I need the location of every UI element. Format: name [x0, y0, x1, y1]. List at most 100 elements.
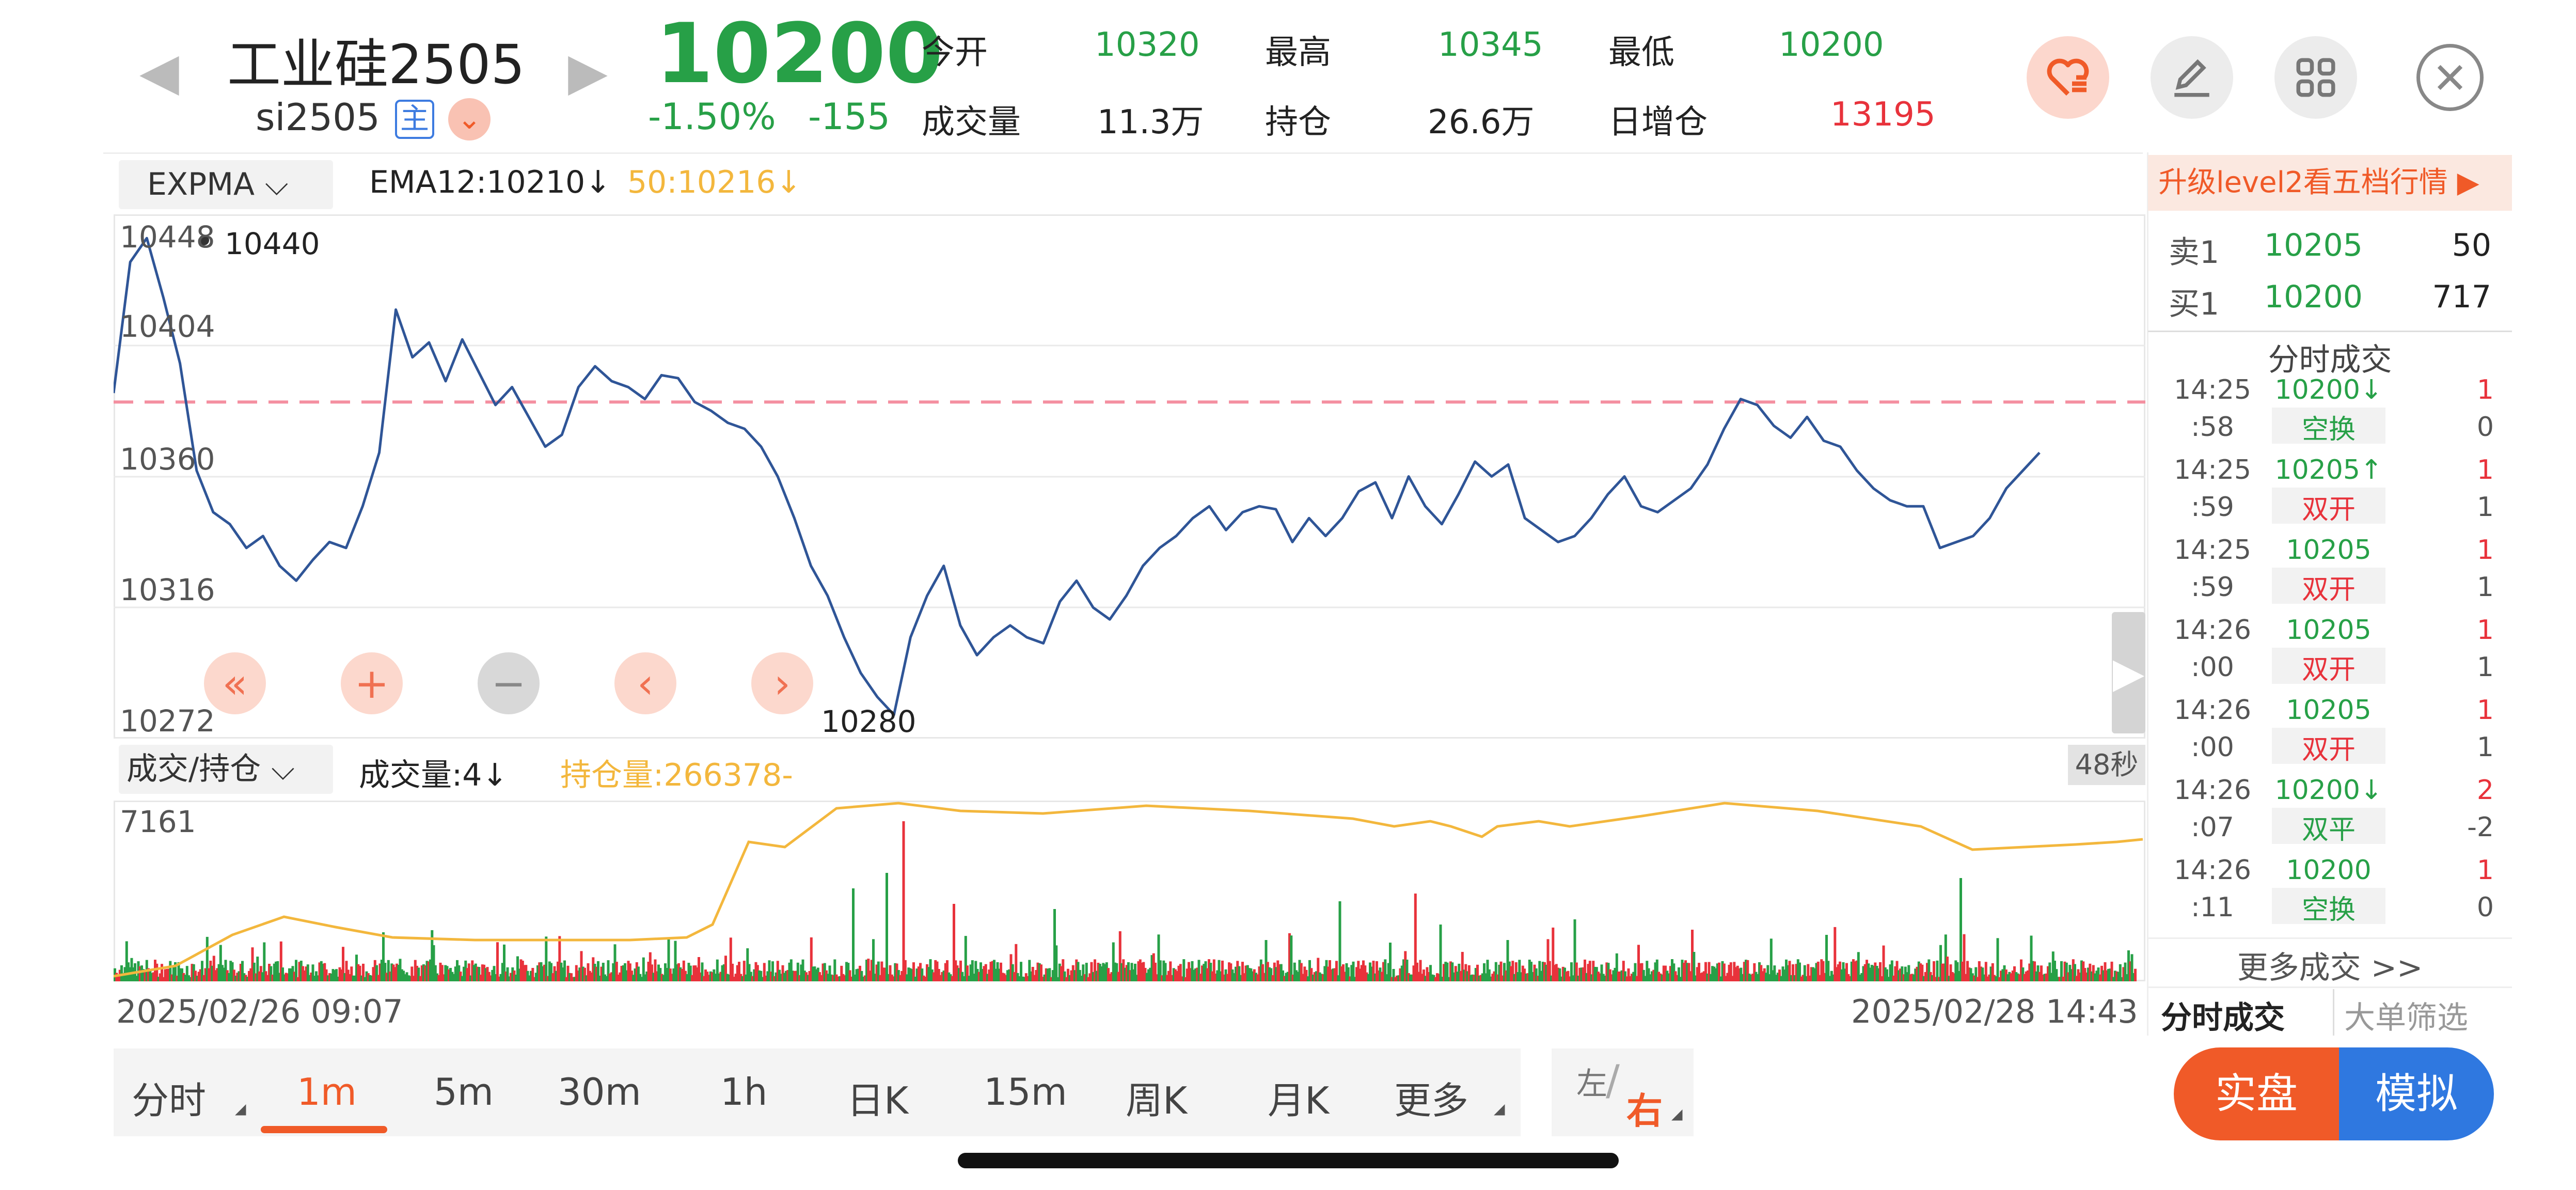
tab-1m[interactable]: 1m: [297, 1070, 357, 1114]
tab-1h[interactable]: 1h: [720, 1070, 768, 1114]
high-label: 最高: [1265, 34, 1331, 72]
volume-bar: [1075, 959, 1078, 981]
volume-bar: [1637, 945, 1640, 981]
volume-bar: [1959, 878, 1962, 981]
expand-panel-handle[interactable]: ▶: [2112, 612, 2145, 733]
volume-bar: [1552, 927, 1555, 981]
side-toggle-right: 右: [1626, 1090, 1663, 1132]
volume-bar: [816, 967, 819, 981]
volume-bar: [1647, 968, 1650, 981]
volume-bar: [1344, 972, 1347, 981]
tab-fenshi[interactable]: 分时: [132, 1079, 207, 1122]
volume-bar: [805, 972, 808, 981]
tab-30m[interactable]: 30m: [558, 1070, 641, 1114]
volume-bar: [1741, 974, 1744, 981]
volume-bar: [303, 970, 306, 981]
volume-bar: [1154, 962, 1157, 981]
volume-bar: [1678, 967, 1680, 981]
volume-bar: [711, 972, 714, 981]
volume-bar: [976, 968, 979, 981]
tab-daily[interactable]: 日K: [847, 1079, 909, 1122]
level2-upgrade-banner[interactable]: 升级level2看五档行情 ▶: [2148, 155, 2512, 211]
volume-bar: [860, 970, 863, 981]
symbol-dropdown-icon[interactable]: ⌄: [448, 98, 491, 140]
volume-bar: [479, 975, 482, 981]
volume-bar: [1384, 959, 1387, 981]
trade-time: 14:26: [2174, 855, 2251, 886]
prev-symbol-icon[interactable]: ◀: [139, 41, 179, 102]
volume-bar: [1392, 969, 1395, 981]
volume-bar: [1176, 971, 1179, 981]
tab-5m[interactable]: 5m: [434, 1070, 494, 1114]
volume-bar: [2130, 954, 2134, 981]
scroll-right-button[interactable]: ›: [751, 652, 813, 714]
volume-bar: [1801, 975, 1805, 981]
volume-bar: [984, 964, 987, 981]
side-toggle[interactable]: 左 / 右 ◢: [1552, 1048, 1694, 1136]
volume-bar: [1073, 970, 1076, 981]
volume-indicator-selector[interactable]: 成交/持仓 ⌵: [119, 745, 333, 794]
next-symbol-icon[interactable]: ▶: [568, 41, 608, 102]
grid-menu-icon[interactable]: [2274, 36, 2357, 119]
volume-bar: [152, 972, 155, 981]
zoom-in-button[interactable]: +: [341, 652, 403, 714]
volume-bar: [1107, 968, 1110, 981]
volume-bar: [927, 967, 930, 981]
volume-bar: [456, 960, 459, 981]
close-icon[interactable]: [2416, 44, 2484, 111]
volume-bar: [149, 969, 152, 981]
tab-weekly[interactable]: 周K: [1126, 1079, 1188, 1122]
volume-bar: [915, 968, 919, 981]
volume-bar: [792, 970, 794, 981]
tab-15m[interactable]: 15m: [984, 1070, 1067, 1114]
volume-bar: [244, 975, 247, 981]
volume-bar: [1577, 976, 1579, 981]
indicator-selector[interactable]: EXPMA ⌵: [119, 160, 333, 209]
volume-bar: [2030, 935, 2033, 981]
volume-bar: [373, 960, 376, 981]
tab-monthly[interactable]: 月K: [1268, 1079, 1330, 1122]
volume-bar: [1892, 975, 1895, 981]
y-tick: 10448: [120, 220, 215, 255]
volume-bar: [528, 975, 531, 981]
volume-bar: [1132, 969, 1135, 981]
volume-bar: [1090, 962, 1093, 981]
volume-bar: [2100, 965, 2103, 981]
volume-bar: [414, 960, 417, 981]
volume-bar: [1291, 975, 1294, 981]
volume-bar: [590, 972, 593, 981]
simulated-trading-button[interactable]: 模拟: [2339, 1047, 2494, 1140]
volume-bar: [684, 970, 687, 981]
volume-bar: [1352, 961, 1355, 981]
volume-bar: [1543, 962, 1546, 981]
zoom-out-button[interactable]: −: [478, 652, 540, 714]
volume-bar: [1525, 974, 1528, 981]
volume-bar: [2065, 962, 2068, 981]
tab-more[interactable]: 更多: [1394, 1079, 1469, 1122]
volume-bar: [409, 976, 412, 981]
more-trades-link[interactable]: 更多成交 >>: [2237, 950, 2423, 986]
volume-bar: [828, 965, 831, 981]
volume-bar: [900, 971, 904, 981]
tab-intraday-trades[interactable]: 分时成交: [2161, 1000, 2285, 1036]
volume-bar: [138, 966, 141, 981]
volume-bar: [1053, 909, 1056, 981]
volume-bar: [1612, 970, 1615, 981]
start-date: 2025/02/26 09:07: [116, 993, 403, 1030]
edit-icon[interactable]: [2151, 36, 2233, 119]
scroll-left-button[interactable]: ‹: [614, 652, 676, 714]
real-trading-button[interactable]: 实盘: [2174, 1047, 2339, 1140]
trade-type: 双开: [2272, 648, 2385, 685]
volume-bar: [1405, 960, 1409, 981]
trade-type: 双平: [2272, 808, 2385, 845]
trades-tab-bar: [2148, 987, 2512, 1038]
volume-bar: [1251, 971, 1254, 981]
home-indicator[interactable]: [958, 1153, 1619, 1168]
tab-large-order-filter[interactable]: 大单筛选: [2344, 1000, 2468, 1036]
volume-bar: [1575, 962, 1578, 981]
favorite-icon[interactable]: [2027, 36, 2109, 119]
volume-bar: [1335, 961, 1338, 981]
jump-start-button[interactable]: «: [204, 652, 266, 714]
volume-bar: [625, 970, 628, 981]
volume-bar: [511, 967, 514, 981]
